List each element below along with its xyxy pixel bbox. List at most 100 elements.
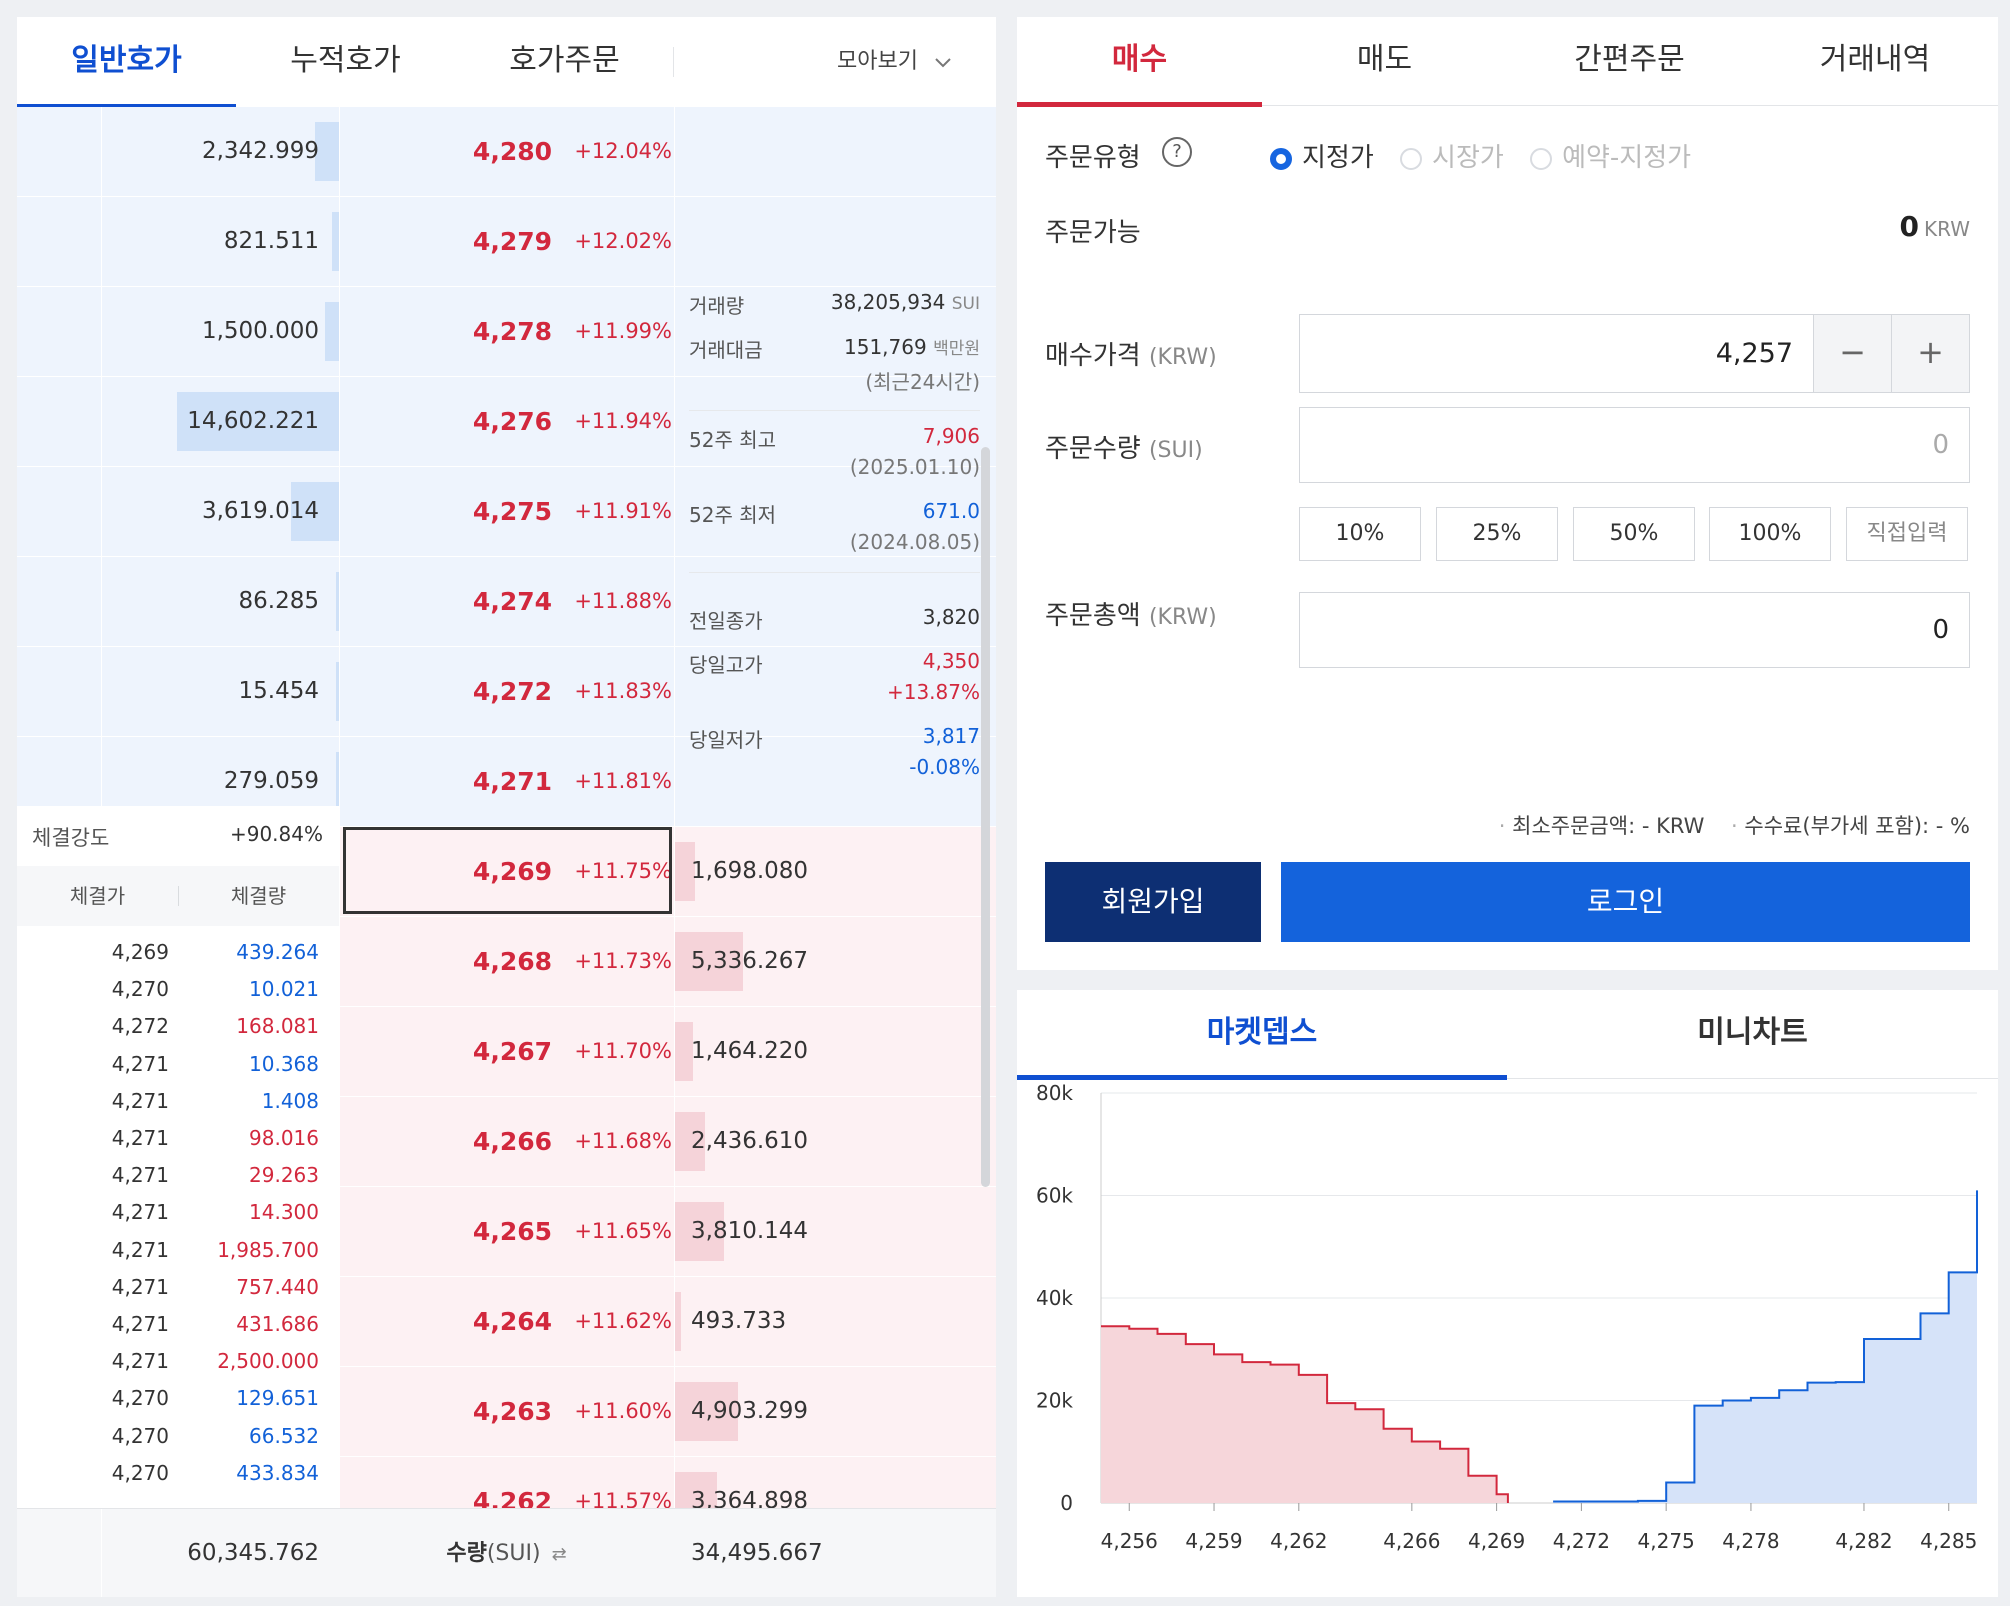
divider <box>339 647 340 736</box>
pct-25-button[interactable]: 25% <box>1436 507 1558 561</box>
qty-unit-toggle[interactable]: 수량(SUI) ⇄ <box>339 1509 674 1597</box>
trade-price: 4,272 <box>111 1014 169 1039</box>
divider <box>339 557 340 646</box>
ask-row[interactable]: 14,602.221 4,276 +11.94% <box>17 377 996 466</box>
divider <box>339 1187 340 1276</box>
trade-volume: 98.016 <box>249 1126 319 1150</box>
trade-price: 4,271 <box>111 1349 169 1374</box>
volume-bar <box>325 302 339 361</box>
volume-bar <box>674 1382 738 1441</box>
trade-volume: 431.686 <box>236 1312 319 1336</box>
change-text: +11.75% <box>574 859 672 883</box>
pct-10-button[interactable]: 10% <box>1299 507 1421 561</box>
radio-limit[interactable]: 지정가 <box>1270 143 1374 173</box>
depth-tabs: 마켓뎁스 미니차트 <box>1017 990 1998 1080</box>
price-decrease-button[interactable]: − <box>1813 314 1892 393</box>
ask-row[interactable]: 1,500.000 4,278 +11.99% <box>17 287 996 376</box>
y-tick-label: 0 <box>1060 1491 1073 1515</box>
signup-button[interactable]: 회원가입 <box>1045 862 1261 942</box>
volume-bar <box>674 1112 705 1171</box>
volume-text: 14,602.221 <box>187 408 319 434</box>
x-tick-label: 4,266 <box>1383 1529 1440 1553</box>
tab-cumulative-orderbook[interactable]: 누적호가 <box>236 17 455 107</box>
divider <box>339 1457 340 1546</box>
volume-text: 2,342.999 <box>201 138 319 164</box>
tab-mini-chart[interactable]: 미니차트 <box>1507 990 1998 1078</box>
tab-active-indicator <box>17 104 236 109</box>
strength-label: 체결강도 <box>32 826 110 850</box>
tab-general-orderbook[interactable]: 일반호가 <box>17 17 236 109</box>
fee-note: 수수료(부가세 포함): - % <box>1744 814 1970 838</box>
y-tick-label: 80k <box>1036 1081 1073 1105</box>
ask-row[interactable]: 2,342.999 4,280 +12.04% <box>17 107 996 196</box>
trade-volume: 757.440 <box>236 1274 319 1299</box>
divider <box>339 917 340 1006</box>
ask-row[interactable]: 15.454 4,272 +11.83% <box>17 647 996 736</box>
current-price-highlight <box>343 827 672 914</box>
tab-active-indicator <box>1017 102 1262 107</box>
view-mode-dropdown[interactable]: 모아보기 <box>837 17 951 107</box>
ask-row[interactable]: 86.285 4,274 +11.88% <box>17 557 996 646</box>
ask-row[interactable]: 3,619.014 4,275 +11.91% <box>17 467 996 556</box>
tab-market-depth[interactable]: 마켓뎁스 <box>1017 990 1507 1080</box>
trade-volume: 2,500.000 <box>217 1349 319 1374</box>
tab-history[interactable]: 거래내역 <box>1752 17 1998 105</box>
quantity-input[interactable]: 0 <box>1299 407 1970 483</box>
price-text: 4,264 <box>472 1307 552 1336</box>
day-high-pct: +13.87% <box>886 680 980 704</box>
volume-bar <box>674 932 743 991</box>
market-depth-chart: 0 20k 40k 60k 80k 4,256 4,259 4,262 4,266 4,269 4,… <box>1036 1081 1978 1553</box>
total-input[interactable]: 0 <box>1299 592 1970 668</box>
help-icon[interactable]: ? <box>1162 137 1192 167</box>
amount-value: 151,769 백만원 <box>844 334 980 359</box>
radio-label: 시장가 <box>1432 143 1504 173</box>
divider <box>101 107 102 196</box>
x-tick-label: 4,262 <box>1270 1529 1327 1553</box>
x-tick-label: 4,285 <box>1920 1529 1977 1553</box>
change-text: +11.73% <box>574 949 672 973</box>
x-tick-label: 4,278 <box>1722 1529 1779 1553</box>
x-tick-label: 4,269 <box>1468 1529 1525 1553</box>
price-value: 4,257 <box>1715 338 1793 369</box>
divider <box>101 557 102 646</box>
price-input[interactable]: 4,257 <box>1299 314 1814 393</box>
tab-quick-order[interactable]: 간편주문 <box>1507 17 1752 105</box>
divider <box>101 1509 102 1597</box>
divider <box>689 410 980 411</box>
tab-orderbook-order[interactable]: 호가주문 <box>455 17 674 107</box>
divider <box>339 197 340 286</box>
total-label-text: 주문총액 <box>1045 601 1141 631</box>
price-increase-button[interactable]: + <box>1891 314 1970 393</box>
total-value: 0 <box>1932 615 1949 645</box>
volume-text: 3,810.144 <box>691 1218 809 1244</box>
tab-sell[interactable]: 매도 <box>1262 17 1507 105</box>
low52-value: 671.0 <box>922 499 980 523</box>
amount-label: 거래대금 <box>689 338 763 362</box>
high52-date: (2025.01.10) <box>849 455 980 479</box>
radio-market[interactable]: 시장가 <box>1400 143 1504 173</box>
scrollbar[interactable] <box>981 447 990 1187</box>
trade-volume: 1,985.700 <box>217 1237 319 1262</box>
pct-50-button[interactable]: 50% <box>1573 507 1695 561</box>
tab-label: 간편주문 <box>1574 42 1685 77</box>
qty-unit: (SUI) <box>486 1541 541 1566</box>
tab-buy[interactable]: 매수 <box>1017 17 1262 107</box>
ask-row[interactable]: 821.511 4,279 +12.02% <box>17 197 996 286</box>
volume-bar <box>336 662 339 721</box>
trade-row: 4,271 431.686 <box>17 1312 339 1349</box>
pct-100-button[interactable]: 100% <box>1709 507 1831 561</box>
direct-input-button[interactable]: 직접입력 <box>1846 507 1968 561</box>
trade-price: 4,270 <box>111 1460 169 1485</box>
trades-header: 체결가 체결량 <box>17 866 339 926</box>
trade-price: 4,270 <box>111 1386 169 1411</box>
trade-row: 4,270 10.021 <box>17 977 339 1014</box>
minus-icon: − <box>1839 333 1866 371</box>
trade-row: 4,271 1,985.700 <box>17 1238 339 1275</box>
trade-volume: 29.263 <box>249 1163 319 1188</box>
divider <box>101 287 102 376</box>
login-button[interactable]: 로그인 <box>1281 862 1970 942</box>
price-text: 4,267 <box>472 1037 552 1066</box>
divider <box>674 197 675 286</box>
radio-reserved-limit[interactable]: 예약-지정가 <box>1530 143 1691 173</box>
ask-total: 60,345.762 <box>187 1540 319 1566</box>
